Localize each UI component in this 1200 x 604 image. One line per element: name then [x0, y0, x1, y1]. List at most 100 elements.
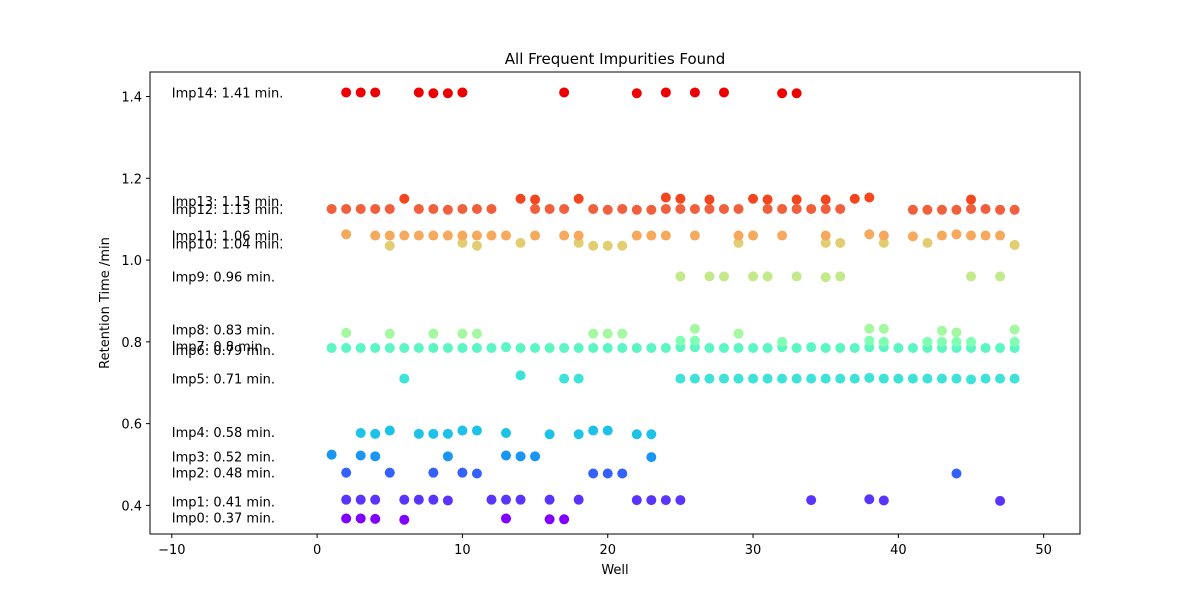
data-point — [951, 229, 962, 240]
impurity-label: Imp12: 1.13 min. — [172, 203, 284, 218]
data-point — [486, 494, 497, 505]
data-point — [966, 203, 977, 214]
impurity-label: Imp11: 1.06 min. — [172, 230, 284, 245]
data-point — [471, 425, 482, 436]
data-point — [631, 204, 642, 215]
data-point — [457, 467, 468, 478]
data-point — [384, 342, 395, 353]
y-axis-ticks: 0.4 0.6 0.8 1.0 1.2 1.4 — [121, 91, 150, 514]
data-point — [646, 342, 657, 353]
data-point — [442, 204, 453, 215]
data-point — [384, 230, 395, 241]
data-point — [806, 342, 817, 353]
data-point — [384, 240, 395, 251]
data-point — [864, 494, 875, 505]
data-point — [660, 192, 671, 203]
data-point — [617, 203, 628, 214]
y-tick-label: 0.6 — [121, 418, 142, 433]
data-point — [573, 230, 584, 241]
data-point — [704, 342, 715, 353]
data-point — [864, 335, 875, 346]
data-point — [878, 323, 889, 334]
data-point — [893, 373, 904, 384]
data-point — [980, 203, 991, 214]
data-point — [515, 370, 526, 381]
data-point — [718, 342, 729, 353]
data-point — [907, 231, 918, 242]
impurity-label: Imp14: 1.41 min. — [172, 86, 284, 101]
data-point — [1009, 336, 1020, 347]
data-point — [718, 203, 729, 214]
data-point — [777, 336, 788, 347]
data-point — [966, 194, 977, 205]
data-point — [588, 468, 599, 479]
impurity-label: Imp0: 0.37 min. — [172, 512, 275, 527]
data-point — [820, 203, 831, 214]
data-point — [646, 429, 657, 440]
data-point — [588, 342, 599, 353]
x-tick-label: 10 — [454, 543, 471, 558]
data-point — [718, 271, 729, 282]
impurity-label: Imp3: 0.52 min. — [172, 450, 275, 465]
data-point — [341, 342, 352, 353]
impurity-label: Imp6: 0.79 min. — [172, 344, 275, 359]
impurity-label: Imp7: 0.8 min. — [172, 340, 267, 355]
data-point — [675, 193, 686, 204]
data-point — [704, 271, 715, 282]
x-tick-label: 40 — [890, 543, 907, 558]
data-point — [675, 335, 686, 346]
data-point — [1009, 239, 1020, 250]
y-tick-label: 1.4 — [121, 91, 142, 106]
data-point — [922, 204, 933, 215]
data-point — [791, 342, 802, 353]
data-point — [617, 240, 628, 251]
data-point — [777, 373, 788, 384]
data-point — [530, 342, 541, 353]
data-point — [355, 203, 366, 214]
data-point — [966, 336, 977, 347]
data-point — [791, 88, 802, 99]
data-point — [588, 203, 599, 214]
data-point — [413, 342, 424, 353]
data-point — [341, 203, 352, 214]
impurity-label: Imp4: 0.58 min. — [172, 426, 275, 441]
data-point — [370, 451, 381, 462]
data-point — [631, 230, 642, 241]
data-point — [413, 428, 424, 439]
data-point — [471, 468, 482, 479]
data-point — [515, 193, 526, 204]
data-point — [806, 373, 817, 384]
data-point — [878, 237, 889, 248]
data-point — [428, 494, 439, 505]
data-point — [791, 194, 802, 205]
data-point — [442, 451, 453, 462]
data-point — [646, 230, 657, 241]
data-point — [457, 87, 468, 98]
data-point — [515, 494, 526, 505]
data-point — [748, 342, 759, 353]
data-point — [457, 342, 468, 353]
data-point — [370, 87, 381, 98]
data-point — [864, 192, 875, 203]
data-point — [878, 336, 889, 347]
data-point — [573, 373, 584, 384]
data-point — [559, 87, 570, 98]
data-point — [559, 373, 570, 384]
data-point — [442, 88, 453, 99]
data-point — [370, 428, 381, 439]
data-point — [748, 271, 759, 282]
data-point — [936, 230, 947, 241]
data-point — [820, 342, 831, 353]
data-point — [588, 240, 599, 251]
y-tick-label: 1.0 — [121, 254, 142, 269]
data-point — [530, 451, 541, 462]
data-point — [966, 230, 977, 241]
data-point — [820, 373, 831, 384]
data-point — [660, 203, 671, 214]
data-point — [501, 494, 512, 505]
data-point — [631, 342, 642, 353]
data-point — [442, 230, 453, 241]
data-point — [849, 373, 860, 384]
data-point — [559, 514, 570, 525]
